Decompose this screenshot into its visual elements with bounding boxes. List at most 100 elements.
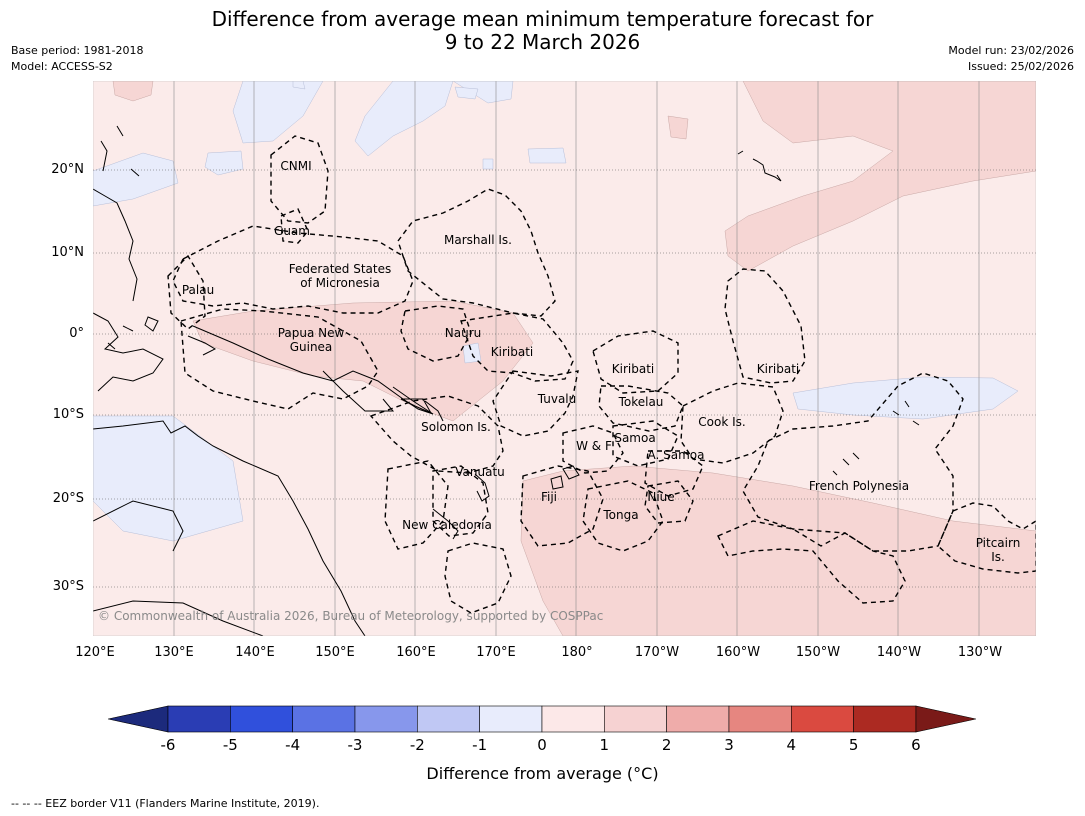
region-label-line: Tokelau: [618, 395, 664, 409]
eez-cook-s: [717, 520, 906, 604]
eez-nauru: [400, 305, 472, 362]
colorbar-segment: [417, 705, 480, 733]
colorbar-segment: [790, 705, 854, 733]
issued-date: Issued: 25/02/2026: [967, 60, 1074, 73]
lon-label: 150°E: [315, 645, 355, 660]
region-label-line: Papua New: [277, 326, 345, 340]
lon-label: 160°E: [396, 645, 436, 660]
region-label-line: of Micronesia: [300, 276, 380, 290]
colorbar-tick: 0: [537, 736, 547, 754]
lon-label: 130°W: [957, 645, 1003, 660]
colorbar-segment: [666, 705, 730, 733]
lon-label: 120°E: [75, 645, 115, 660]
region-label-niue: Niue: [647, 490, 674, 504]
region-label-line: Kiribati: [756, 362, 800, 376]
eez-palau: [167, 254, 206, 330]
eez-samoa: [612, 420, 679, 467]
region-label-tuvalu: Tuvalu: [538, 392, 577, 406]
region-label-line: Is.: [991, 550, 1005, 564]
eez-solomon: [369, 395, 504, 474]
new-guinea-coast: [192, 325, 434, 415]
lon-label: 170°W: [634, 645, 680, 660]
lat-label: 10°N: [51, 245, 84, 260]
colorbar-tick: 5: [848, 736, 859, 754]
colorbar-label: Difference from average (°C): [426, 764, 659, 783]
region-label-line: Palau: [181, 283, 215, 297]
region-label-line: Nauru: [444, 326, 482, 340]
region-label-line: A. Samoa: [647, 448, 705, 462]
region-label-fiji: Fiji: [541, 490, 557, 504]
region-label-line: Samoa: [614, 431, 656, 445]
eez-tokelau: [598, 385, 684, 432]
region-label-nauru: Nauru: [445, 326, 481, 340]
region-label-line: Kiribati: [611, 362, 655, 376]
region-label-kiribati_e: Kiribati: [757, 362, 799, 376]
eez-png: [180, 308, 379, 410]
region-label-line: Solomon Is.: [421, 420, 491, 434]
lon-label: 150°W: [795, 645, 841, 660]
copyright-notice: © Commonwealth of Australia 2026, Bureau…: [98, 609, 604, 623]
colorbar-tick: -6: [160, 736, 176, 754]
region-label-line: Guinea: [289, 340, 333, 354]
lat-label: 10°S: [52, 407, 84, 422]
eez-new-caledonia: [384, 460, 449, 550]
region-label-marshall: Marshall Is.: [444, 233, 512, 247]
lon-label: 180°: [561, 645, 593, 660]
forecast-map: [93, 81, 1036, 636]
eez-kiribati-w: [460, 312, 574, 382]
region-label-line: Guam: [274, 224, 310, 238]
colorbar-tick: -1: [472, 736, 488, 754]
region-label-tonga: Tonga: [603, 508, 638, 522]
eez-borders: [167, 135, 1036, 614]
eez-american-samoa: [644, 450, 704, 497]
region-label-frpoly: French Polynesia: [809, 479, 909, 493]
eez-cnmi: [270, 135, 329, 224]
colorbar-segment: [230, 705, 293, 733]
map-title-line1: Difference from average mean minimum tem…: [211, 7, 874, 31]
colorbar-tick: -5: [222, 736, 238, 754]
colorbar-tick: 2: [661, 736, 672, 754]
lat-label: 20°S: [52, 491, 84, 506]
region-label-line: Tuvalu: [537, 392, 577, 406]
region-label-line: French Polynesia: [808, 479, 910, 493]
eez-niue: [644, 480, 694, 524]
lon-label: 140°E: [235, 645, 275, 660]
eez-pitcairn: [937, 502, 1036, 574]
colorbar-segment: [541, 705, 605, 733]
lat-label: 30°S: [52, 579, 84, 594]
australia-coast: [93, 420, 366, 636]
model-name: Model: ACCESS-S2: [11, 60, 113, 73]
region-label-solomon: Solomon Is.: [421, 420, 491, 434]
eez-vanuatu: [432, 465, 489, 537]
region-label-kiribati_w: Kiribati: [491, 345, 533, 359]
colorbar-segment: [354, 705, 418, 733]
eez-french-polynesia: [742, 372, 964, 552]
colorbar-tick: -4: [285, 736, 301, 754]
colorbar-segment: [167, 705, 231, 733]
eez-kiribati-c: [592, 330, 679, 394]
colorbar-segment: [479, 705, 543, 733]
model-run: Model run: 23/02/2026: [948, 44, 1074, 57]
region-label-wf: W & F: [576, 439, 612, 453]
eez-marshall: [397, 188, 556, 317]
latitude-gridlines: [93, 169, 1036, 588]
region-label-png: Papua New Guinea: [278, 326, 345, 354]
colorbar-extend-low: [108, 705, 169, 733]
lat-label: 0°: [69, 326, 84, 341]
region-label-fsm: Federated States of Micronesia: [289, 262, 391, 290]
region-label-line: Tonga: [603, 508, 639, 522]
region-label-line: CNMI: [280, 159, 312, 173]
region-label-vanuatu: Vanuatu: [455, 465, 505, 479]
region-label-pitcairn: Pitcairn Is.: [976, 536, 1021, 564]
eez-kiribati-e: [724, 268, 806, 384]
warm-anomaly-areas: [112, 81, 1036, 636]
region-label-samoa: Samoa: [614, 431, 655, 445]
colorbar-segment: [604, 705, 667, 733]
colorbar-tick: 1: [599, 736, 610, 754]
philippines-coast: [93, 188, 138, 302]
indonesia-coast: [93, 312, 164, 392]
base-period: Base period: 1981-2018: [11, 44, 144, 57]
region-label-line: Cook Is.: [698, 415, 746, 429]
region-label-line: Federated States: [288, 262, 392, 276]
lat-label: 20°N: [51, 162, 84, 177]
